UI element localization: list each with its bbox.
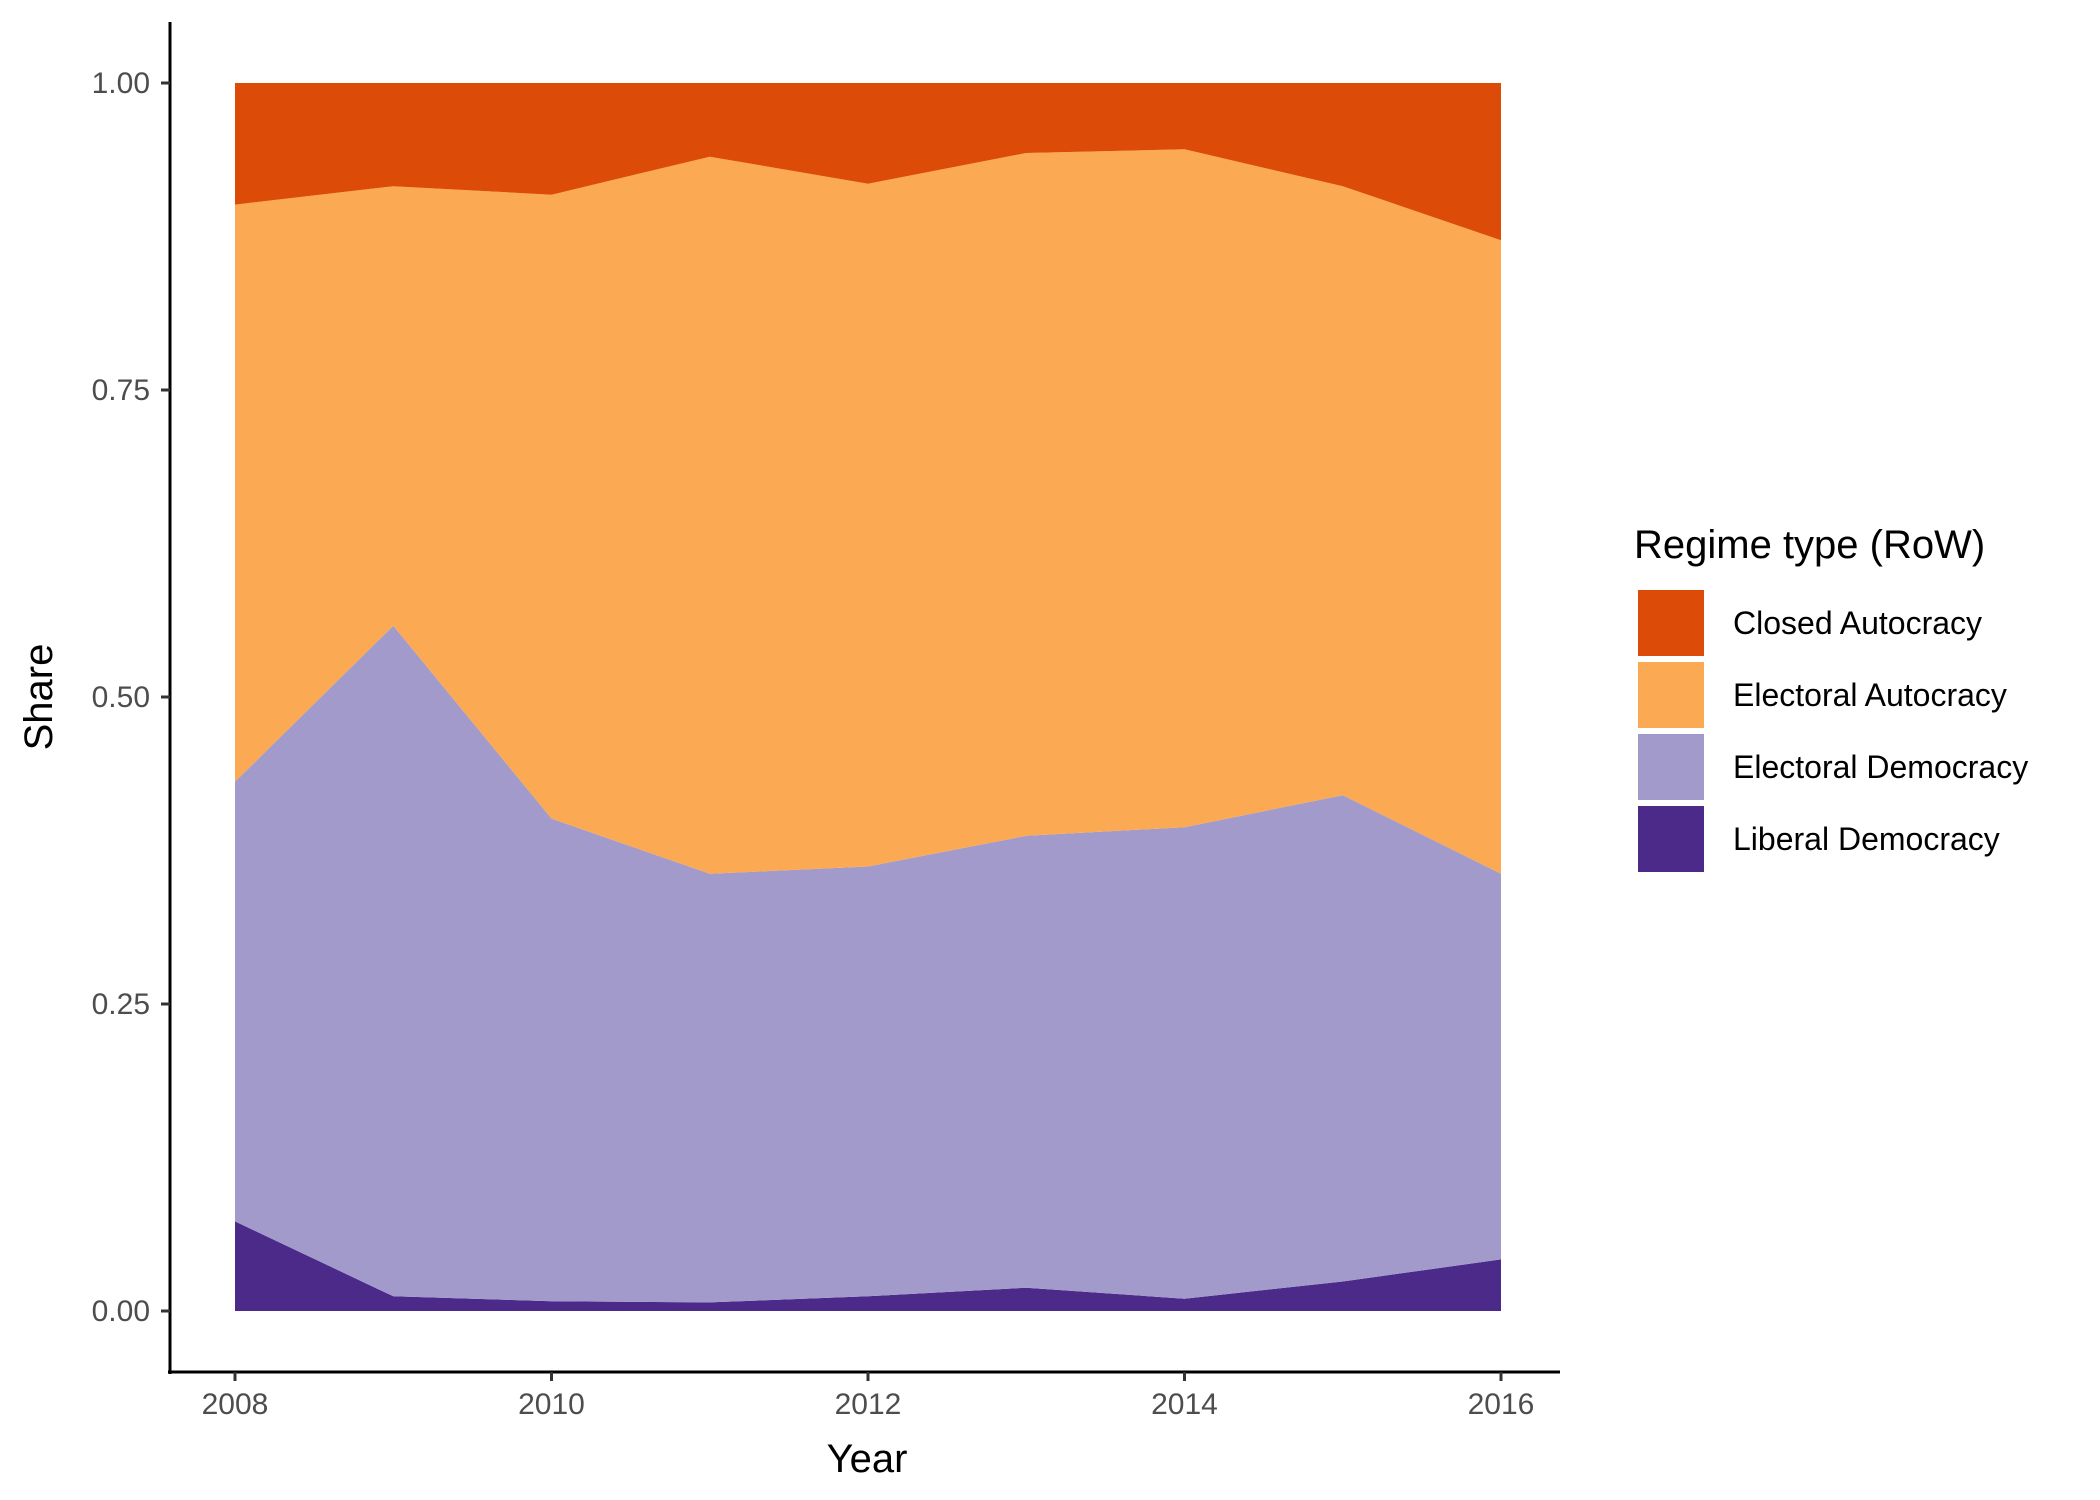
legend-label-liberal-democracy: Liberal Democracy bbox=[1733, 821, 2000, 857]
legend-key-liberal-democracy bbox=[1638, 806, 1704, 872]
y-axis: 0.00 0.25 0.50 0.75 1.00 bbox=[92, 67, 170, 1328]
y-axis-title: Share bbox=[17, 644, 61, 751]
y-tick-label: 0.00 bbox=[92, 1295, 150, 1328]
y-tick-label: 1.00 bbox=[92, 67, 150, 100]
x-tick-label: 2014 bbox=[1151, 1388, 1218, 1421]
plot-area bbox=[235, 83, 1501, 1311]
legend-key-closed-autocracy bbox=[1638, 590, 1704, 656]
area-closed-autocracy bbox=[235, 83, 1501, 241]
y-tick-label: 0.25 bbox=[92, 988, 150, 1021]
legend-key-electoral-autocracy bbox=[1638, 662, 1704, 728]
legend-label-electoral-autocracy: Electoral Autocracy bbox=[1733, 677, 2007, 713]
x-tick-label: 2008 bbox=[202, 1388, 269, 1421]
y-tick-label: 0.75 bbox=[92, 374, 150, 407]
x-axis-title: Year bbox=[827, 1437, 908, 1481]
x-tick-label: 2010 bbox=[518, 1388, 585, 1421]
x-axis: 2008 2010 2012 2014 2016 bbox=[202, 1372, 1535, 1421]
legend-title: Regime type (RoW) bbox=[1634, 523, 1985, 567]
legend: Regime type (RoW) Closed Autocracy Electo… bbox=[1634, 523, 2028, 872]
x-tick-label: 2012 bbox=[835, 1388, 902, 1421]
area-electoral-autocracy bbox=[235, 149, 1501, 874]
area-electoral-democracy bbox=[235, 625, 1501, 1303]
legend-label-closed-autocracy: Closed Autocracy bbox=[1733, 605, 1982, 641]
x-tick-label: 2016 bbox=[1468, 1388, 1535, 1421]
area-liberal-democracy bbox=[235, 1221, 1501, 1311]
legend-label-electoral-democracy: Electoral Democracy bbox=[1733, 749, 2028, 785]
legend-key-electoral-democracy bbox=[1638, 734, 1704, 800]
y-tick-label: 0.50 bbox=[92, 681, 150, 714]
